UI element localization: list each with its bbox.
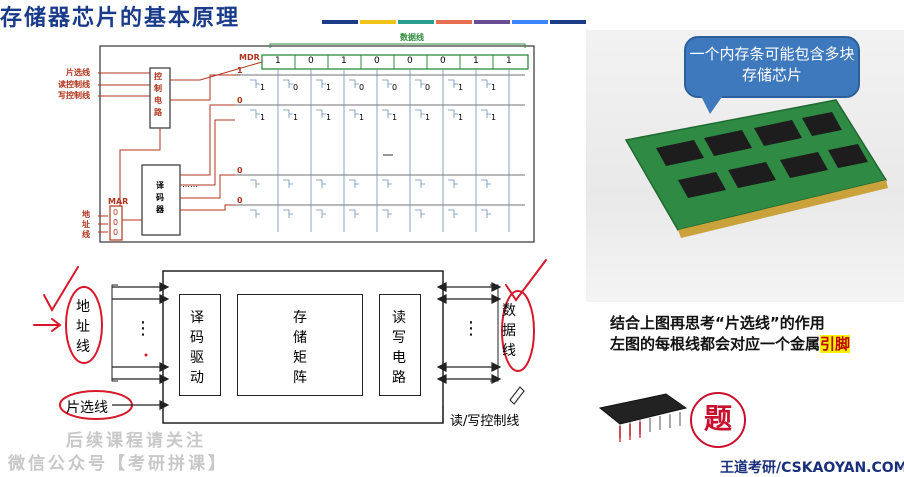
watermark-line-1: 后续课程请关注: [66, 431, 206, 451]
decoder-output-ellipsis: ……: [182, 180, 198, 189]
note-line-1: 结合上图再思考“片选线”的作用: [610, 314, 825, 332]
dip-chip-svg: [598, 393, 688, 442]
row-value: 0: [237, 196, 243, 205]
cell-value: 1: [326, 83, 332, 92]
title-bar-segment: [398, 20, 434, 24]
control-circuit-label: 控制电路: [154, 72, 162, 117]
data-dots: ⋮: [462, 318, 480, 339]
note-line-2-text: 左图的每根线都会对应一个金属: [610, 335, 821, 353]
title-bar-segment: [474, 20, 510, 24]
title-bar-segment: [360, 20, 396, 24]
mdr-label: MDR: [239, 53, 260, 62]
mdr-bit: 1: [473, 56, 479, 66]
cell-value: 1: [425, 113, 431, 122]
cell-value: 0: [359, 83, 365, 92]
callout-tail: [700, 94, 724, 114]
address-line-label: 地址线: [76, 299, 90, 355]
storage-matrix-block: [237, 294, 363, 396]
memory-array-svg: [98, 43, 535, 243]
mdr-bit: 0: [440, 56, 446, 66]
watermark-line-2: 微信公众号【考研拼课】: [8, 454, 228, 474]
chip-block-svg: [33, 259, 547, 424]
data-line-label-bottom: 数据线: [502, 303, 516, 359]
title-bar-segment: [550, 20, 586, 24]
read-control-line-label: 读控制线: [58, 80, 90, 89]
mar-bit: 0: [113, 218, 119, 227]
decode-driver-block: [179, 294, 221, 396]
cell-value: 1: [491, 83, 497, 92]
address-line-label-top: 地址线: [82, 210, 90, 239]
dip-chip-image: [596, 386, 688, 446]
mdr-bit: 1: [506, 56, 512, 66]
slide-title: 存储器芯片的基本原理: [0, 6, 241, 31]
cell-value: 0: [293, 83, 299, 92]
write-control-line-label: 写控制线: [58, 91, 90, 100]
title-bar-segment: [322, 20, 358, 24]
cell-value: 1: [260, 113, 266, 122]
mdr-bit: 0: [407, 56, 413, 66]
mar-label: MAR: [108, 197, 129, 206]
cell-value: 1: [458, 83, 464, 92]
row-value: 0: [237, 166, 243, 175]
note-line-2: 左图的每根线都会对应一个金属引脚: [610, 333, 851, 354]
mdr-bit: 0: [308, 56, 314, 66]
mar-bit: 0: [113, 208, 119, 217]
chip-select-label: 片选线: [66, 400, 108, 416]
stamp-seal: 题: [690, 392, 746, 448]
cell-value: 1: [491, 113, 497, 122]
cell-value: 1: [326, 113, 332, 122]
rw-circuit-label: 读写电路: [392, 310, 406, 386]
ram-stick-illustration: [624, 99, 888, 238]
cell-value: 1: [359, 113, 365, 122]
cell-value: 1: [458, 113, 464, 122]
cell-value: 0: [425, 83, 431, 92]
mdr-bit: 1: [275, 56, 281, 66]
callout-bubble: 一个内存条可能包含多块存储芯片: [684, 36, 860, 98]
address-dots: ⋮: [134, 318, 152, 339]
row-value: 0: [237, 96, 243, 105]
data-line-label: 数据线: [400, 33, 424, 42]
brand-footer: 王道考研/CSKAOYAN.COM: [720, 460, 904, 476]
mar-bit: 0: [113, 228, 119, 237]
row-value: 1: [237, 66, 243, 75]
decode-driver-label: 译码驱动: [190, 310, 204, 386]
mdr-bit: 1: [341, 56, 347, 66]
title-bar-segment: [512, 20, 548, 24]
rw-circuit-block: [379, 294, 421, 396]
decoder-label: 译码器: [156, 181, 164, 214]
storage-matrix-label: 存储矩阵: [293, 310, 307, 386]
mdr-bit: 0: [374, 56, 380, 66]
cell-value: 0: [392, 83, 398, 92]
cell-value: 1: [293, 113, 299, 122]
cell-value: 1: [392, 113, 398, 122]
cell-value: 1: [260, 83, 266, 92]
highlight-pin-text: 引脚: [820, 335, 851, 353]
chip-select-line-label: 片选线: [66, 68, 90, 77]
title-bar-segment: [436, 20, 472, 24]
rw-control-label: 读/写控制线: [450, 414, 520, 429]
